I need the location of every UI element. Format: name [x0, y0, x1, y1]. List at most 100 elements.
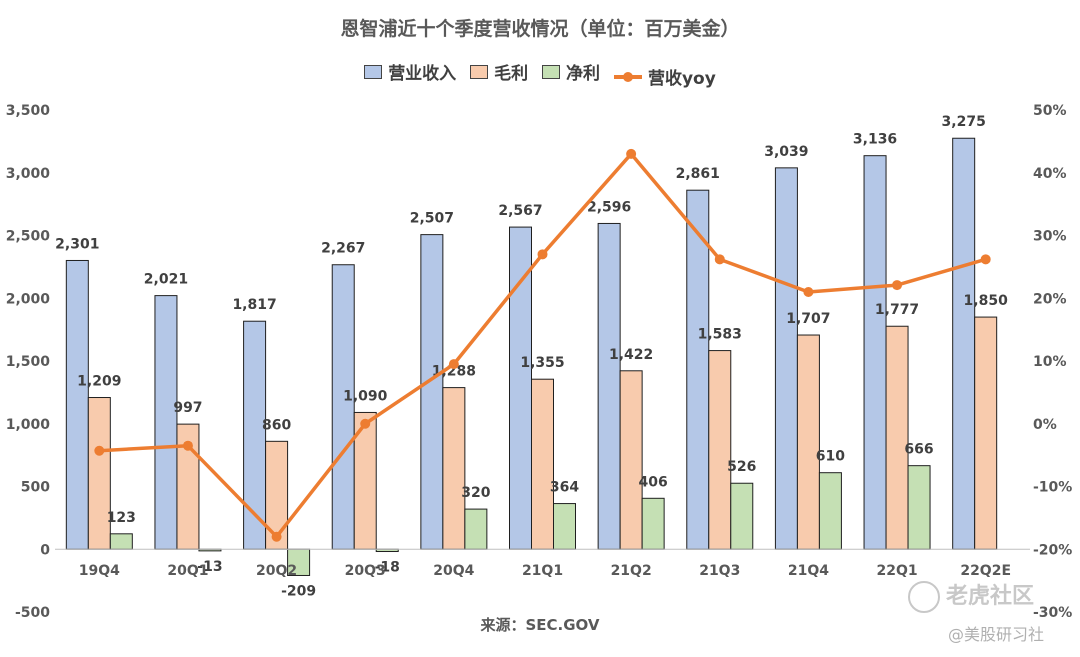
x-tick-label: 21Q4: [788, 563, 829, 579]
data-label: 1,288: [432, 364, 476, 380]
x-tick-label: 22Q2E: [960, 563, 1011, 579]
data-label: -13: [197, 559, 222, 575]
source-label: 来源：SEC.GOV: [480, 616, 600, 634]
bar-营业收入: [331, 264, 355, 550]
legend-item-net-profit: 净利: [542, 59, 600, 84]
bar-毛利: [885, 325, 909, 550]
y2-tick-label: 40%: [1033, 166, 1067, 182]
bar-净利: [641, 497, 665, 550]
bar-营业收入: [154, 295, 178, 550]
y2-tick-label: -20%: [1033, 542, 1072, 558]
legend-label-gross-profit: 毛利: [494, 64, 529, 84]
bar-毛利: [974, 316, 998, 550]
legend: 营业收入 毛利 净利 营收yoy: [0, 59, 1080, 89]
x-tick-label: 19Q4: [79, 563, 120, 579]
data-label: 123: [107, 510, 136, 526]
x-tick-label: 20Q4: [433, 563, 474, 579]
y2-tick-label: 50%: [1033, 103, 1067, 119]
data-label: -18: [375, 560, 400, 576]
point-营收yoy: [94, 445, 105, 456]
data-label: 3,275: [942, 114, 986, 130]
bar-毛利: [442, 387, 466, 550]
bar-毛利: [796, 334, 820, 550]
data-label: 1,777: [875, 302, 919, 318]
legend-label-revenue-yoy: 营收yoy: [647, 69, 716, 89]
data-label: 3,136: [853, 132, 897, 148]
legend-swatch-net-profit: [542, 64, 561, 79]
point-营收yoy: [537, 249, 548, 260]
data-label: 1,583: [698, 327, 742, 343]
legend-item-revenue-yoy: 营收yoy: [613, 64, 716, 89]
bar-营业收入: [952, 137, 976, 550]
y2-tick-label: 10%: [1033, 354, 1067, 370]
data-label: 666: [904, 442, 933, 458]
data-label: 860: [262, 417, 291, 433]
y-tick-label: -500: [15, 605, 50, 621]
legend-label-net-profit: 净利: [566, 64, 601, 84]
data-label: 2,301: [55, 236, 99, 252]
data-label: 1,817: [232, 297, 276, 313]
y-tick-label: 2,000: [6, 291, 51, 307]
data-label: 2,596: [587, 199, 631, 215]
legend-label-revenue: 营业收入: [388, 64, 457, 84]
x-tick-label: 20Q2: [256, 563, 297, 579]
x-tick-label: 21Q3: [699, 563, 740, 579]
watermark-brand: 老虎社区: [908, 578, 1034, 613]
x-tick-label: 21Q2: [611, 563, 652, 579]
y-tick-label: 0: [40, 542, 50, 558]
data-label: 1,355: [520, 355, 564, 371]
y-tick-label: 3,500: [6, 103, 51, 119]
data-label: 1,422: [609, 347, 653, 363]
watermark-account: @美股研习社: [948, 625, 1045, 644]
watermark-brand-text: 老虎社区: [946, 584, 1035, 609]
bar-净利: [464, 508, 488, 550]
data-label: 364: [550, 480, 579, 496]
y-tick-label: 500: [21, 480, 50, 496]
y2-tick-label: -30%: [1033, 605, 1072, 621]
bar-净利: [109, 533, 133, 550]
point-营收yoy: [803, 286, 814, 297]
bar-毛利: [708, 350, 732, 550]
data-label: 2,861: [676, 166, 720, 182]
bar-营业收入: [774, 167, 798, 550]
x-tick-label: 21Q1: [522, 563, 563, 579]
data-label: 3,039: [764, 144, 808, 160]
point-营收yoy: [360, 418, 371, 429]
chart-title: 恩智浦近十个季度营收情况（单位：百万美金）: [340, 18, 740, 40]
y-tick-label: 2,500: [6, 229, 51, 245]
y-tick-label: 1,500: [6, 354, 51, 370]
y2-tick-label: 20%: [1033, 291, 1067, 307]
data-label: -209: [281, 583, 316, 599]
data-label: 1,707: [786, 311, 830, 327]
point-营收yoy: [892, 280, 903, 291]
data-label: 406: [639, 474, 668, 490]
point-营收yoy: [980, 254, 991, 265]
legend-swatch-revenue: [364, 64, 383, 79]
tiger-logo-icon: [908, 581, 940, 613]
data-label: 2,267: [321, 241, 365, 257]
data-label: 2,021: [144, 272, 188, 288]
bar-毛利: [619, 370, 643, 550]
bar-毛利: [531, 378, 554, 550]
data-label: 610: [816, 449, 845, 465]
bar-毛利: [87, 397, 111, 550]
y2-tick-label: 30%: [1033, 229, 1067, 245]
data-label: 997: [173, 400, 202, 416]
data-label: 1,209: [77, 374, 121, 390]
bar-营业收入: [65, 259, 89, 550]
y-tick-label: 3,000: [6, 166, 51, 182]
y2-tick-label: 0%: [1033, 417, 1057, 433]
bar-营业收入: [509, 226, 532, 550]
point-营收yoy: [626, 148, 637, 159]
legend-swatch-revenue-yoy: [613, 71, 642, 82]
bar-净利: [818, 472, 842, 550]
point-营收yoy: [714, 254, 725, 265]
x-tick-label: 20Q3: [345, 563, 386, 579]
bar-净利: [730, 482, 754, 550]
y-tick-label: 1,000: [6, 417, 51, 433]
data-label: 1,850: [964, 293, 1009, 309]
bar-净利: [553, 503, 576, 550]
x-tick-label: 22Q1: [876, 563, 917, 579]
x-tick-label: 20Q1: [167, 563, 208, 579]
